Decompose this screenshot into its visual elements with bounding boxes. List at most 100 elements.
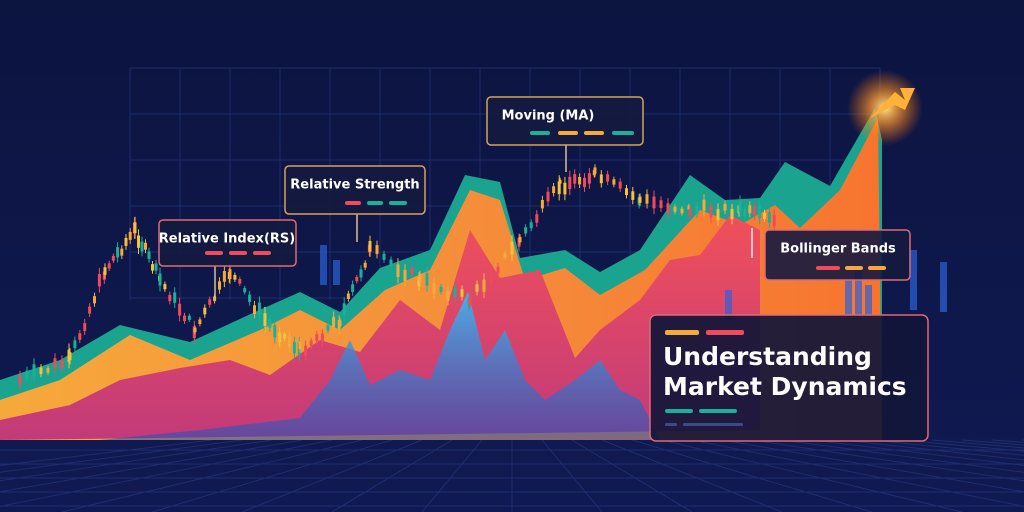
- candle-body: [587, 173, 591, 184]
- candle-body: [563, 182, 567, 195]
- candle-body: [120, 248, 124, 256]
- candle-body: [111, 255, 115, 261]
- candle-body: [124, 237, 128, 246]
- candle-body: [359, 269, 363, 278]
- blue-area: [100, 292, 660, 440]
- grid-line: [661, 439, 963, 512]
- candle-body: [583, 177, 586, 188]
- candle-body: [151, 264, 154, 271]
- candle-body: [709, 206, 713, 218]
- candle-body: [39, 367, 43, 374]
- dash: [558, 131, 578, 135]
- candle-body: [503, 253, 507, 258]
- dash: [205, 251, 223, 255]
- candle-body: [338, 320, 342, 327]
- candle-body: [524, 227, 528, 234]
- dash: [683, 423, 743, 426]
- candle-body: [60, 359, 64, 368]
- candle-body: [158, 273, 162, 286]
- candlesticks: [18, 164, 776, 389]
- candle-body: [680, 208, 684, 214]
- candle-body: [730, 208, 734, 220]
- candle-body: [68, 352, 72, 361]
- grid-line: [871, 439, 1024, 456]
- callout-label: Relative Strength: [290, 178, 419, 193]
- candle-body: [103, 267, 107, 275]
- candle-body: [748, 205, 752, 214]
- candle-body: [222, 270, 226, 282]
- grid-line: [0, 439, 243, 473]
- grid-line: [751, 439, 1024, 482]
- candle-body: [263, 313, 267, 326]
- candle-body: [529, 222, 533, 229]
- grid-line: [0, 439, 273, 482]
- candle-body: [140, 241, 144, 252]
- candle-body: [606, 174, 610, 182]
- candle-body: [93, 296, 96, 304]
- candle-body: [288, 336, 291, 347]
- candle-body: [666, 203, 670, 214]
- candle-body: [292, 342, 296, 354]
- background-bar: [910, 250, 917, 310]
- candle-body: [403, 269, 407, 282]
- background-bar: [333, 260, 340, 285]
- grid-line: [421, 439, 483, 512]
- candle-body: [535, 214, 539, 223]
- candle-body: [238, 278, 242, 284]
- dash: [816, 266, 840, 270]
- candle-body: [342, 303, 346, 316]
- candle-body: [439, 286, 443, 292]
- grid-line: [151, 439, 393, 512]
- dash: [845, 266, 863, 270]
- candle-body: [396, 264, 400, 277]
- candle-body: [257, 302, 261, 315]
- grid-line: [721, 439, 1024, 493]
- dash: [367, 201, 383, 205]
- candle-body: [243, 288, 247, 293]
- candle-body: [187, 315, 191, 320]
- candle-body: [298, 341, 302, 350]
- candle-body: [363, 262, 367, 268]
- callout-label: Relative Index(RS): [159, 232, 295, 247]
- candle-body: [489, 274, 493, 283]
- candle-body: [645, 194, 649, 204]
- candle-body: [73, 340, 77, 349]
- candle-body: [599, 174, 603, 184]
- grid-line: [241, 439, 423, 512]
- candle-body: [425, 273, 429, 286]
- candle-body: [346, 293, 350, 299]
- candle-body: [593, 167, 597, 174]
- candle-body: [631, 191, 635, 200]
- candle-body: [309, 340, 313, 347]
- grid-line: [811, 439, 1024, 466]
- callout: Relative Strength: [284, 165, 426, 242]
- candle-body: [88, 306, 92, 314]
- candle-body: [716, 209, 720, 221]
- dash: [229, 251, 247, 255]
- callout-label: Moving (MA): [502, 109, 595, 124]
- candle-body: [128, 231, 132, 240]
- dash: [253, 251, 271, 255]
- candle-body: [618, 181, 622, 189]
- candle-body: [652, 196, 656, 209]
- candle-body: [183, 315, 186, 322]
- candle-body: [355, 276, 359, 282]
- grid-line: [331, 439, 453, 512]
- candle-body: [163, 284, 167, 290]
- candle-body: [203, 307, 207, 315]
- grid-line: [691, 439, 1024, 507]
- candle-body: [382, 253, 386, 260]
- candle-body: [368, 240, 372, 252]
- candle-body: [763, 212, 766, 219]
- candle-body: [351, 284, 355, 292]
- candle-body: [702, 199, 706, 211]
- candle-body: [546, 191, 550, 202]
- candle-body: [517, 237, 521, 247]
- candle-body: [758, 205, 762, 219]
- candle-body: [687, 205, 691, 210]
- candle-body: [18, 375, 22, 385]
- candle-body: [612, 179, 616, 185]
- candle-body: [268, 319, 272, 328]
- dash: [530, 131, 550, 135]
